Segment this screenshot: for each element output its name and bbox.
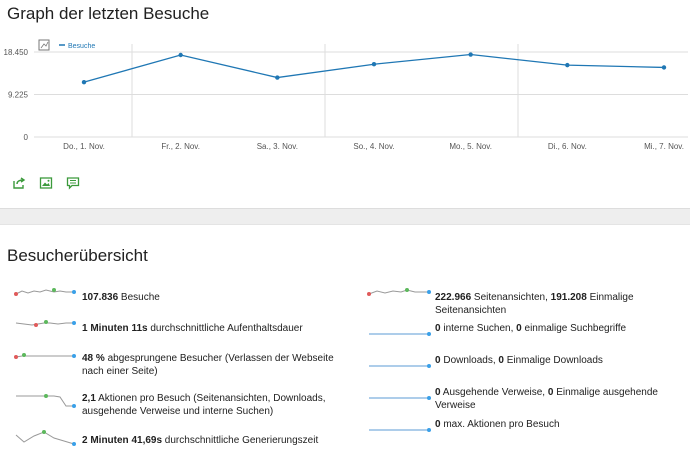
sparkline-avg-duration xyxy=(15,320,76,327)
metric-generation-time: 2 Minuten 41,69s durchschnittliche Gener… xyxy=(82,435,319,446)
x-tick-label: Mo., 5. Nov. xyxy=(449,142,492,151)
metric-max-actions: 0 max. Aktionen pro Besuch xyxy=(435,419,560,430)
sparkline-pageviews xyxy=(367,288,431,296)
metric-avg-duration: 1 Minuten 11s durchschnittliche Aufentha… xyxy=(82,323,303,334)
sparkline-max-actions xyxy=(369,428,431,432)
sparkline-generation-time xyxy=(15,430,76,446)
x-tick-label: Mi., 7. Nov. xyxy=(644,142,684,151)
y-tick-label: 18.450 xyxy=(4,48,29,57)
data-point xyxy=(565,62,570,68)
chart-type-icon xyxy=(38,39,50,51)
section-divider xyxy=(0,208,690,225)
x-tick-label: Di., 6. Nov. xyxy=(548,142,587,151)
data-point xyxy=(275,75,280,80)
graph-title: Graph der letzten Besuche xyxy=(7,4,210,23)
data-point xyxy=(81,79,87,85)
metric-actions-per-visit: 2,1 Aktionen pro Besuch (Seitenansichten… xyxy=(82,393,326,417)
metric-visits: 107.836 Besuche xyxy=(82,292,160,303)
x-tick-label: Do., 1. Nov. xyxy=(63,142,105,151)
metric-pageviews: 222.966 Seitenansichten, 191.208 Einmali… xyxy=(435,292,634,316)
data-point xyxy=(468,52,473,57)
data-point xyxy=(178,52,183,58)
x-tick-label: Fr., 2. Nov. xyxy=(161,142,200,151)
export-icon[interactable] xyxy=(12,176,26,190)
sparkline-visits xyxy=(14,288,76,296)
overview-title: Besucherübersicht xyxy=(7,246,148,265)
series-line-besuche xyxy=(83,53,665,83)
sparkline-internal-searches xyxy=(369,332,431,336)
sparkline-downloads xyxy=(369,364,431,368)
x-tick-label: Sa., 3. Nov. xyxy=(257,142,298,151)
metric-downloads: 0 Downloads, 0 Einmalige Downloads xyxy=(435,355,603,366)
metric-bounce-rate: 48 % abgesprungene Besucher (Verlassen d… xyxy=(82,353,334,377)
sparkline-actions-per-visit xyxy=(16,394,76,408)
annotation-icon[interactable] xyxy=(66,176,80,190)
data-point xyxy=(371,62,377,67)
metric-internal-searches: 0 interne Suchen, 0 einmalige Suchbegrif… xyxy=(435,323,627,334)
legend-label: Besuche xyxy=(68,43,95,50)
x-tick-label: So., 4. Nov. xyxy=(353,142,394,151)
y-tick-label: 9.225 xyxy=(8,91,29,100)
sparkline-outlinks xyxy=(369,396,431,400)
image-icon[interactable] xyxy=(39,176,53,190)
metric-outlinks: 0 Ausgehende Verweise, 0 Einmalige ausge… xyxy=(435,387,658,411)
y-tick-label: 0 xyxy=(24,133,29,142)
data-point xyxy=(661,65,667,70)
chart-type-icon-glyph xyxy=(40,41,49,49)
sparkline-bounce xyxy=(14,353,76,359)
visits-line-chart: 18.450 9.225 0 Do., 1. Nov. Fr., 2. Nov. Sa.,… xyxy=(4,39,688,151)
